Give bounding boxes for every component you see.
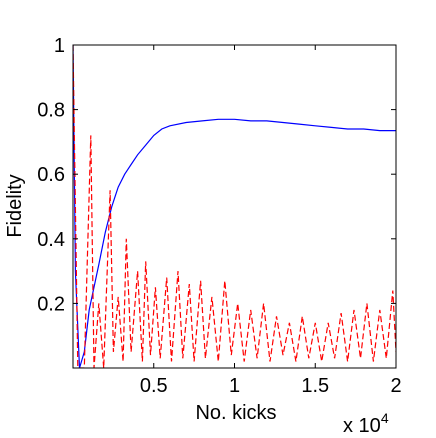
y-tick-label: 1 xyxy=(54,35,65,57)
y-axis-label: Fidelity xyxy=(4,174,26,237)
y-tick-label: 0.8 xyxy=(37,100,65,122)
y-tick-label: 0.2 xyxy=(37,293,65,315)
x-tick-label: 1 xyxy=(229,375,240,397)
series-line-1 xyxy=(73,45,396,368)
x-tick-label: 2 xyxy=(390,375,401,397)
x-multiplier-label: x 104 xyxy=(343,410,389,437)
y-tick-label: 0.4 xyxy=(37,229,65,251)
x-multiplier-base: x 10 xyxy=(343,415,381,437)
x-tick-label: 0.5 xyxy=(140,375,168,397)
x-axis-label: No. kicks xyxy=(195,402,276,424)
y-tick-label: 0.6 xyxy=(37,164,65,186)
x-tick-label: 1.5 xyxy=(301,375,329,397)
plot-area xyxy=(73,45,396,368)
series-line-2 xyxy=(73,45,396,368)
x-multiplier-exponent: 4 xyxy=(381,410,389,426)
